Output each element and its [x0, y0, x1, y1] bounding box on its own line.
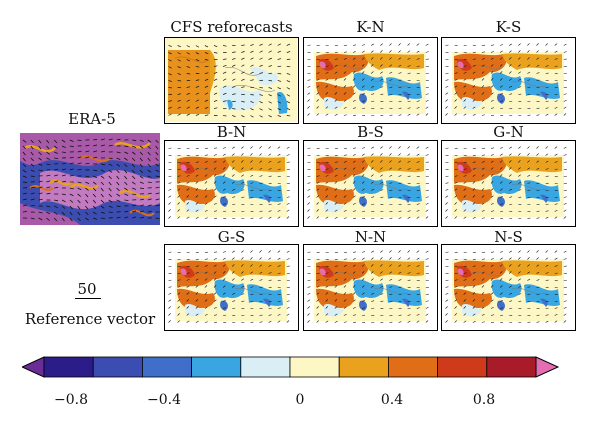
reference-label: Reference vector — [24, 310, 156, 328]
kn-title: K-N — [356, 18, 385, 36]
ns-map-panel — [441, 244, 576, 331]
colorbar-cell — [43, 356, 94, 378]
tick-label: −0.4 — [147, 392, 181, 408]
reference-value: 50 — [77, 280, 97, 298]
era5-title: ERA-5 — [68, 110, 116, 128]
gs-title: G-S — [217, 228, 246, 246]
colorbar-cell — [240, 356, 291, 378]
bn-title: B-N — [216, 123, 247, 141]
colorbar-cell — [92, 356, 143, 378]
colorbar-cell — [486, 356, 537, 378]
tick-label: 0.8 — [472, 392, 496, 408]
bn-map-panel — [164, 140, 299, 227]
bs-title: B-S — [357, 123, 384, 141]
ks-title: K-S — [495, 18, 522, 36]
tick-label: 0 — [295, 392, 305, 408]
gn-map-panel — [441, 140, 576, 227]
colorbar-cell — [338, 356, 389, 378]
nn-title: N-N — [354, 228, 387, 246]
colorbar — [22, 356, 560, 378]
gn-title: G-N — [493, 123, 524, 141]
ks-map-panel — [441, 37, 576, 124]
colorbar-cell — [387, 356, 438, 378]
reference-vector-arrow — [75, 298, 101, 299]
colorbar-cell — [437, 356, 488, 378]
kn-map-panel — [303, 37, 438, 124]
tick-label: −0.8 — [54, 392, 88, 408]
tick-label: 0.4 — [380, 392, 404, 408]
colorbar-cell — [191, 356, 242, 378]
era5-map — [20, 133, 160, 225]
colorbar-cell — [289, 356, 340, 378]
gs-map-panel — [164, 244, 299, 331]
bs-map-panel — [303, 140, 438, 227]
nn-map-panel — [303, 244, 438, 331]
cfs-map-panel — [164, 37, 299, 124]
colorbar-low-extension — [22, 356, 45, 378]
colorbar-cell — [142, 356, 193, 378]
colorbar-high-extension — [535, 356, 560, 378]
ns-title: N-S — [494, 228, 523, 246]
cfs-title: CFS reforecasts — [170, 18, 293, 36]
